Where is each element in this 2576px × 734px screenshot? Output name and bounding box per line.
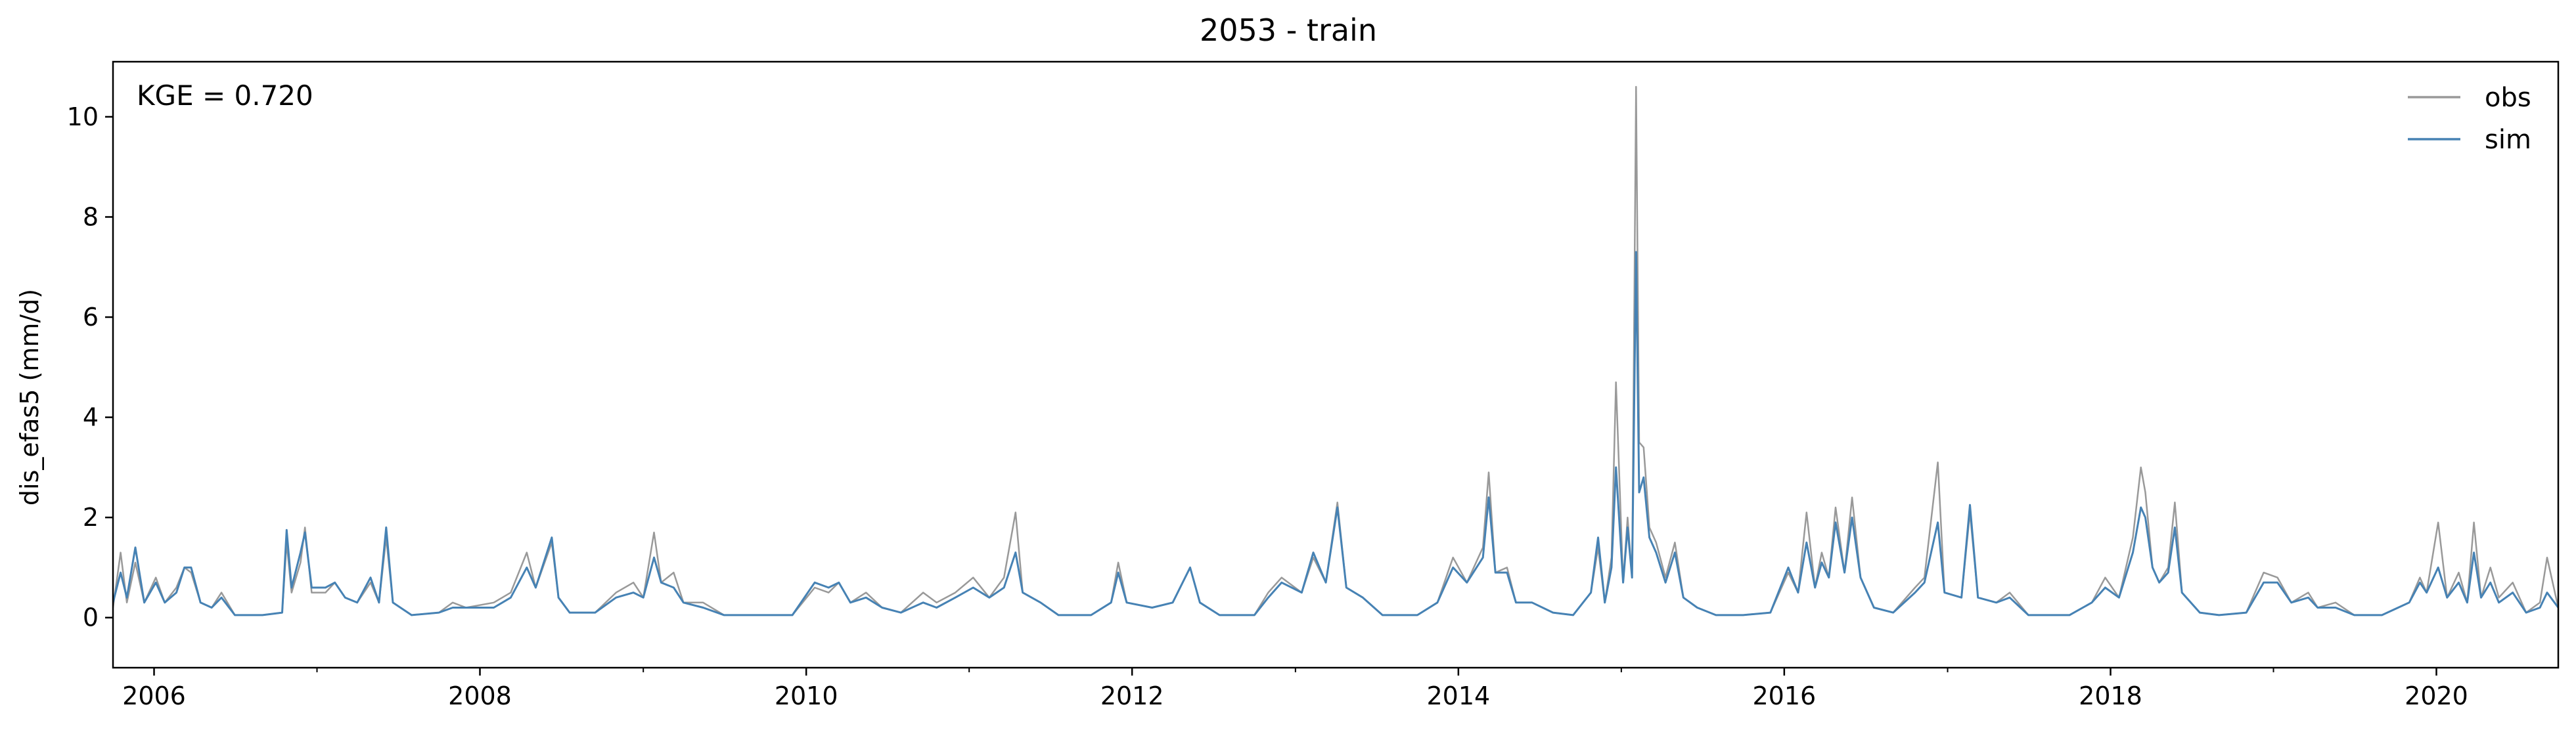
legend-label-obs: obs [2485, 83, 2531, 113]
x-tick-label: 2014 [1426, 681, 1490, 710]
x-tick-label: 2018 [2079, 681, 2142, 710]
legend-label-sim: sim [2485, 125, 2531, 155]
x-tick-label: 2006 [122, 681, 186, 710]
y-tick-label: 10 [67, 102, 99, 131]
y-tick-label: 8 [83, 202, 99, 231]
x-axis: 2006 2008 2010 2012 2014 2016 2018 2020 [122, 668, 2468, 710]
kge-annotation: KGE = 0.720 [137, 79, 313, 112]
plot-frame [112, 60, 2560, 669]
y-axis-label: dis_efas5 (mm/d) [15, 289, 44, 506]
y-tick-label: 2 [83, 503, 99, 532]
x-tick-label: 2012 [1100, 681, 1164, 710]
chart-title: 2053 - train [1200, 12, 1377, 48]
plot-area: 0 2 4 6 8 10 2006 2008 2010 2012 2014 2016 2018 2020 [67, 60, 2560, 710]
y-tick-label: 6 [83, 303, 99, 332]
y-tick-label: 0 [83, 603, 99, 632]
y-axis: 0 2 4 6 8 10 [67, 102, 113, 632]
x-tick-label: 2016 [1752, 681, 1816, 710]
x-tick-label: 2010 [775, 681, 838, 710]
x-tick-label: 2008 [448, 681, 512, 710]
x-tick-label: 2020 [2405, 681, 2468, 710]
series-line-sim [113, 251, 2558, 616]
legend: obs sim [2408, 83, 2531, 155]
series-layer [113, 85, 2558, 616]
y-tick-label: 4 [83, 403, 99, 432]
